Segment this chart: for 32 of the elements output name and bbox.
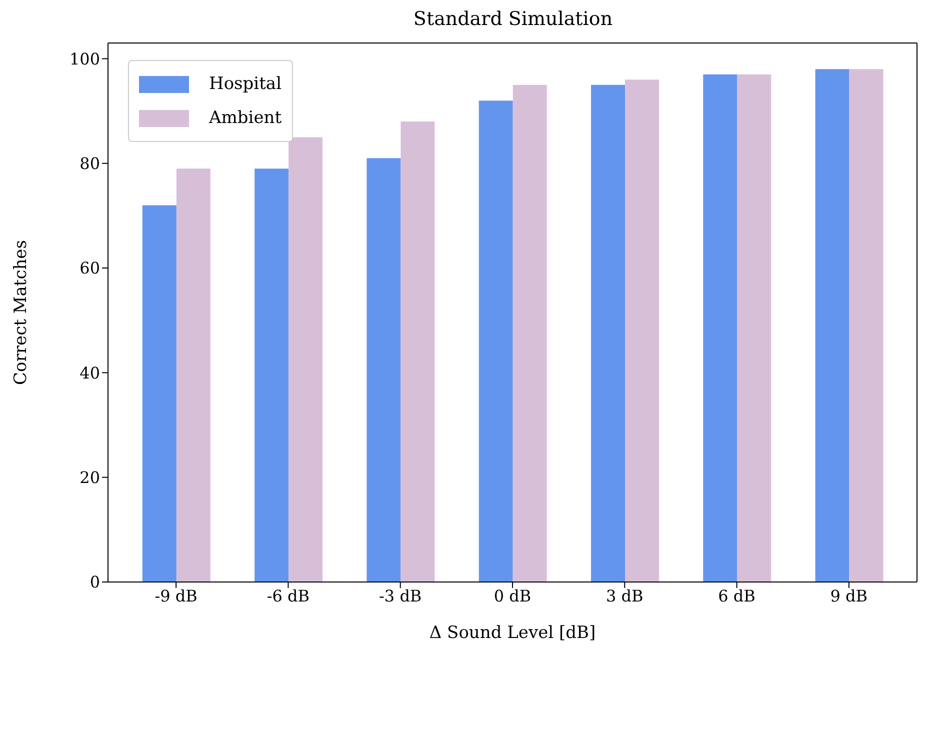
bar — [849, 69, 884, 582]
x-tick-label: 6 dB — [718, 586, 756, 606]
x-tick-label: -3 dB — [379, 586, 422, 606]
bar — [512, 84, 547, 582]
bar — [288, 137, 323, 582]
x-tick-label: 9 dB — [830, 586, 868, 606]
y-tick-label: 20 — [80, 468, 100, 488]
bar — [591, 84, 625, 582]
x-axis-title: Δ Sound Level [dB] — [429, 623, 596, 643]
bar — [400, 121, 435, 582]
chart-title: Standard Simulation — [412, 8, 614, 30]
bar — [176, 168, 210, 582]
x-tick-label: -6 dB — [266, 586, 310, 606]
y-axis-title: Correct Matches — [11, 240, 32, 385]
bar — [737, 74, 772, 582]
y-tick-label: 60 — [80, 258, 100, 278]
y-tick-label: 40 — [80, 363, 100, 382]
bar — [366, 158, 401, 582]
x-tick-label: -9 dB — [154, 586, 198, 606]
bar — [142, 205, 176, 582]
y-tick-label: 0 — [90, 572, 100, 592]
legend-label: Hospital — [209, 74, 282, 94]
y-tick-label: 80 — [80, 154, 100, 174]
bar — [478, 100, 513, 582]
bar — [815, 69, 850, 582]
bar — [703, 74, 738, 582]
x-tick-label: 0 dB — [494, 586, 532, 606]
bar — [625, 80, 659, 582]
bar — [254, 168, 289, 582]
x-tick-label: 3 dB — [606, 586, 644, 606]
y-tick-label: 100 — [69, 49, 100, 68]
legend-label: Ambient — [209, 108, 282, 128]
